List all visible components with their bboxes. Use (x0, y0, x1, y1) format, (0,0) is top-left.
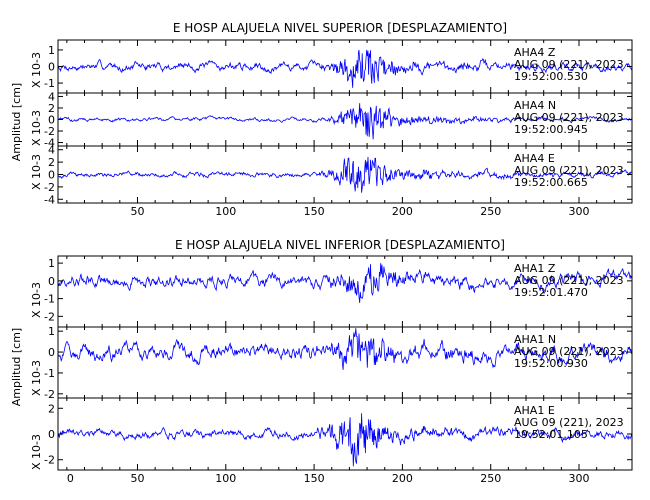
y-tick-label: 0 (48, 428, 55, 441)
trace-annotation-line: AHA4 Z (514, 46, 556, 59)
y-tick-label: 4 (48, 144, 55, 157)
trace-annotation-line: AUG 09 (221), 2023 (514, 164, 624, 177)
seismic-trace (57, 103, 633, 140)
y-tick-label: 0 (48, 61, 55, 74)
trace-annotation-line: 19:52:00.945 (514, 123, 588, 136)
upper-y-scale-label: X 10-3 (30, 154, 43, 190)
upper-chart-title: E HOSP ALAJUELA NIVEL SUPERIOR [DESPLAZA… (173, 21, 507, 35)
seismic-trace (57, 413, 633, 467)
trace-annotation-line: AHA4 E (514, 152, 555, 165)
y-tick-label: 2 (48, 402, 55, 415)
y-tick-label: -2 (44, 310, 55, 323)
upper-y-scale-label-3: X 10-3 (30, 110, 43, 146)
seismic-trace (57, 328, 633, 370)
trace-annotation-line: AHA1 E (514, 404, 555, 417)
trace-annotation-line: 19:52:01.470 (514, 286, 588, 299)
y-tick-label: 2 (48, 102, 55, 115)
y-tick-label: -1 (44, 77, 55, 90)
trace-annotation-line: 19:52:01.105 (514, 428, 588, 441)
x-tick-label: 300 (569, 472, 590, 485)
x-tick-label: 100 (215, 205, 236, 218)
x-tick-label: 250 (480, 472, 501, 485)
y-tick-label: 0 (48, 169, 55, 182)
y-tick-label: 1 (48, 44, 55, 57)
seismic-trace (57, 156, 633, 193)
upper-y-axis-label: Amplitud [cm] (10, 83, 23, 161)
x-tick-label: 50 (130, 472, 144, 485)
x-tick-label: 0 (67, 472, 74, 485)
trace-annotation-line: AHA1 N (514, 333, 556, 346)
y-tick-label: -2 (44, 388, 55, 401)
trace-annotation-line: AHA4 N (514, 99, 556, 112)
y-tick-label: -2 (44, 181, 55, 194)
trace-annotation-line: AUG 09 (221), 2023 (514, 345, 624, 358)
y-tick-label: 2 (48, 156, 55, 169)
y-tick-label: -4 (44, 137, 55, 150)
y-tick-label: -4 (44, 193, 55, 206)
y-tick-label: 0 (48, 114, 55, 127)
trace-annotation-line: AUG 09 (221), 2023 (514, 111, 624, 124)
y-tick-label: 1 (48, 325, 55, 338)
x-tick-label: 150 (304, 205, 325, 218)
trace-annotation-line: 19:52:00.530 (514, 70, 588, 83)
y-tick-label: -2 (44, 454, 55, 467)
upper-y-scale-label-2: X 10-3 (30, 52, 43, 88)
y-tick-label: 0 (48, 346, 55, 359)
seismic-trace (57, 263, 633, 303)
lower-chart-title: E HOSP ALAJUELA NIVEL INFERIOR [DESPLAZA… (175, 238, 505, 252)
trace-annotation-line: AUG 09 (221), 2023 (514, 58, 624, 71)
y-tick-label: 4 (48, 90, 55, 103)
trace-annotation-line: AUG 09 (221), 2023 (514, 274, 624, 287)
y-tick-label: -2 (44, 125, 55, 138)
lower-y-scale-label-3: X 10-3 (30, 434, 43, 470)
lower-y-scale-label: X 10-3 (30, 282, 43, 318)
x-tick-label: 150 (304, 472, 325, 485)
x-tick-label: 200 (392, 205, 413, 218)
x-tick-label: 300 (569, 205, 590, 218)
trace-annotation-line: AUG 09 (221), 2023 (514, 416, 624, 429)
trace-annotation-line: 19:52:00.930 (514, 357, 588, 370)
x-tick-label: 50 (130, 205, 144, 218)
trace-annotation-line: 19:52:00.665 (514, 176, 588, 189)
lower-y-axis-label: Amplitud [cm] (10, 328, 23, 406)
y-tick-label: -1 (44, 367, 55, 380)
y-tick-label: -1 (44, 293, 55, 306)
lower-y-scale-label-2: X 10-3 (30, 360, 43, 396)
y-tick-label: 0 (48, 275, 55, 288)
x-tick-label: 200 (392, 472, 413, 485)
x-tick-label: 250 (480, 205, 501, 218)
trace-annotation-line: AHA1 Z (514, 262, 556, 275)
y-tick-label: 1 (48, 257, 55, 270)
seismic-trace (57, 49, 633, 88)
x-tick-label: 100 (215, 472, 236, 485)
